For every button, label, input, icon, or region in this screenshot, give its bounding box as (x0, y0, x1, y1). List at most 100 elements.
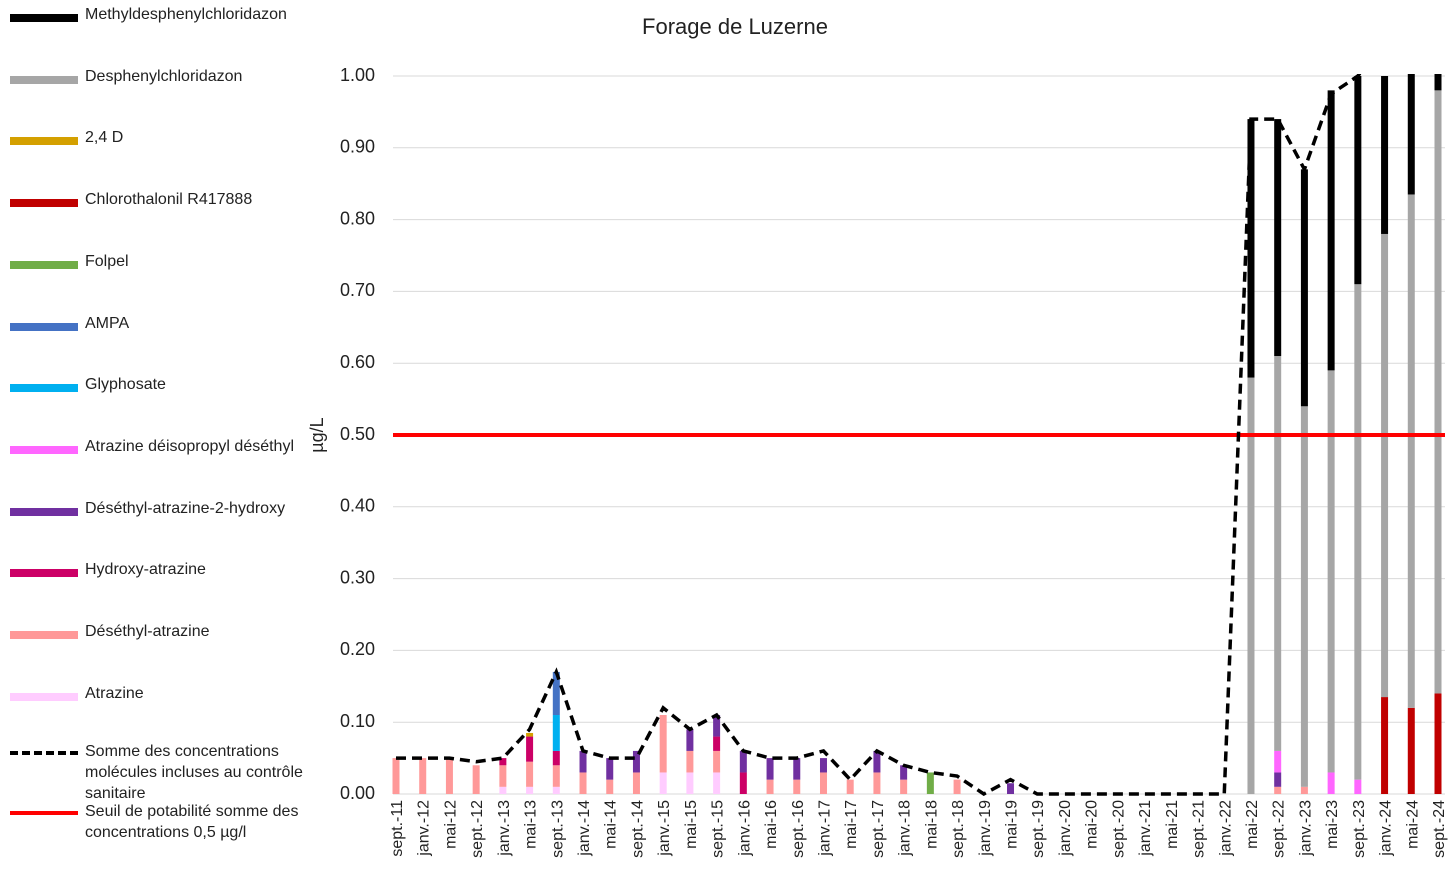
y-tick-label: 0.90 (340, 137, 375, 157)
x-tick-label: janv.-19 (977, 800, 994, 857)
bar-segment (1407, 194, 1415, 708)
x-tick-label: janv.-17 (816, 800, 833, 857)
bar-segment (686, 729, 694, 751)
y-tick-label: 0.30 (340, 567, 375, 587)
bar-segment (1007, 783, 1015, 794)
x-tick-label: sept.-12 (469, 800, 486, 858)
legend-entry: Glyphosate (10, 376, 330, 444)
bar-segment (819, 758, 827, 773)
legend-entry: AMPA (10, 315, 330, 383)
bar-segment (632, 750, 640, 773)
x-tick-label: janv.-24 (1378, 800, 1395, 857)
bar-segment (1434, 74, 1442, 91)
bar-segment (1434, 693, 1442, 794)
bar-segment (713, 750, 721, 773)
chart-title: Forage de Luzerne (642, 14, 828, 39)
bar-segment (900, 779, 908, 794)
legend-label: Seuil de potabilité somme des concentrat… (85, 803, 299, 842)
bar-segment (1407, 74, 1415, 195)
bar-segment (1300, 786, 1308, 794)
x-tick-label: mai-23 (1324, 800, 1341, 849)
legend-label: Chlorothalonil R417888 (85, 191, 253, 209)
x-tick-label: janv.-21 (1137, 800, 1154, 857)
x-tick-label: sept.-21 (1191, 800, 1208, 858)
legend-swatch (10, 751, 78, 756)
bar-segment (1274, 356, 1282, 751)
x-tick-label: mai-19 (1004, 800, 1021, 849)
x-tick-label: mai-12 (442, 800, 459, 849)
bar-segment (552, 715, 560, 751)
x-tick-label: janv.-20 (1057, 800, 1074, 857)
legend-label: Desphenylchloridazon (85, 67, 243, 85)
legend-label: AMPA (85, 314, 130, 332)
x-tick-label: mai-16 (763, 800, 780, 849)
bar-segment (766, 779, 774, 794)
x-tick-label: sept.-15 (710, 800, 727, 858)
bar-segment (552, 765, 560, 787)
legend-entry: Atrazine déisopropyl déséthyl (10, 438, 330, 506)
sum-line (396, 74, 1362, 796)
bar-segment (1327, 772, 1335, 794)
legend-swatch (10, 445, 78, 454)
bar-segment (1274, 119, 1282, 357)
bar-segment (793, 779, 801, 794)
legend-label: Hydroxy-atrazine (85, 561, 206, 579)
y-tick-label: 0.70 (340, 280, 375, 300)
legend-entry: Methyldesphenylchloridazon (10, 6, 330, 74)
x-tick-label: sept.-20 (1110, 800, 1127, 858)
bar-segment (392, 758, 400, 794)
bar-segment (526, 761, 534, 787)
legend-swatch (10, 384, 78, 393)
x-tick-label: sept.-17 (870, 800, 887, 858)
legend-swatch (10, 137, 78, 146)
bar-segment (579, 750, 587, 773)
bar-segment (1247, 119, 1255, 378)
x-tick-label: janv.-13 (496, 800, 513, 857)
legend-swatch (10, 199, 78, 208)
bar-segment (1247, 377, 1255, 794)
bar-segment (713, 772, 721, 794)
bar-segment (472, 765, 480, 794)
bar-segment (873, 750, 881, 773)
bar-segment (632, 772, 640, 794)
x-tick-label: janv.-18 (897, 800, 914, 857)
bar-segment (579, 772, 587, 794)
x-tick-label: janv.-16 (736, 800, 753, 857)
legend-label: Somme des concentrations molécules inclu… (85, 743, 303, 803)
legend-entry: Déséthyl-atrazine (10, 623, 330, 691)
bar-segment (1381, 697, 1389, 794)
bar-segment (606, 779, 614, 794)
y-axis-label: µg/L (307, 417, 327, 452)
x-tick-label: mai-14 (603, 800, 620, 849)
bar-segment (552, 671, 560, 716)
bar-segment (499, 786, 507, 794)
bar-segment (659, 715, 667, 773)
bar-segment (1300, 169, 1308, 407)
legend-swatch (10, 322, 78, 331)
bar-segment (1354, 284, 1362, 780)
bar-segment (1407, 707, 1415, 794)
legend-entry: Chlorothalonil R417888 (10, 191, 330, 259)
bar-segment (793, 758, 801, 780)
legend-swatch (10, 260, 78, 269)
bar-segment (1434, 90, 1442, 694)
bar-segment (1381, 233, 1389, 698)
legend-entry: 2,4 D (10, 129, 330, 197)
y-tick-label: 0.10 (340, 711, 375, 731)
bar-segment (766, 758, 774, 780)
bar-segment (1274, 772, 1282, 787)
y-tick-label: 0.00 (340, 783, 375, 803)
bar-segment (526, 732, 534, 737)
bar-segment (686, 772, 694, 794)
legend-entry: Folpel (10, 253, 330, 321)
bar-segment (953, 779, 961, 794)
bar-segment (739, 772, 747, 794)
bar-segment (926, 772, 934, 794)
legend-swatch (10, 75, 78, 84)
bar-segment (739, 750, 747, 773)
bar-segment (1274, 750, 1282, 773)
legend-label: Déséthyl-atrazine (85, 623, 210, 640)
bar-segment (552, 786, 560, 794)
